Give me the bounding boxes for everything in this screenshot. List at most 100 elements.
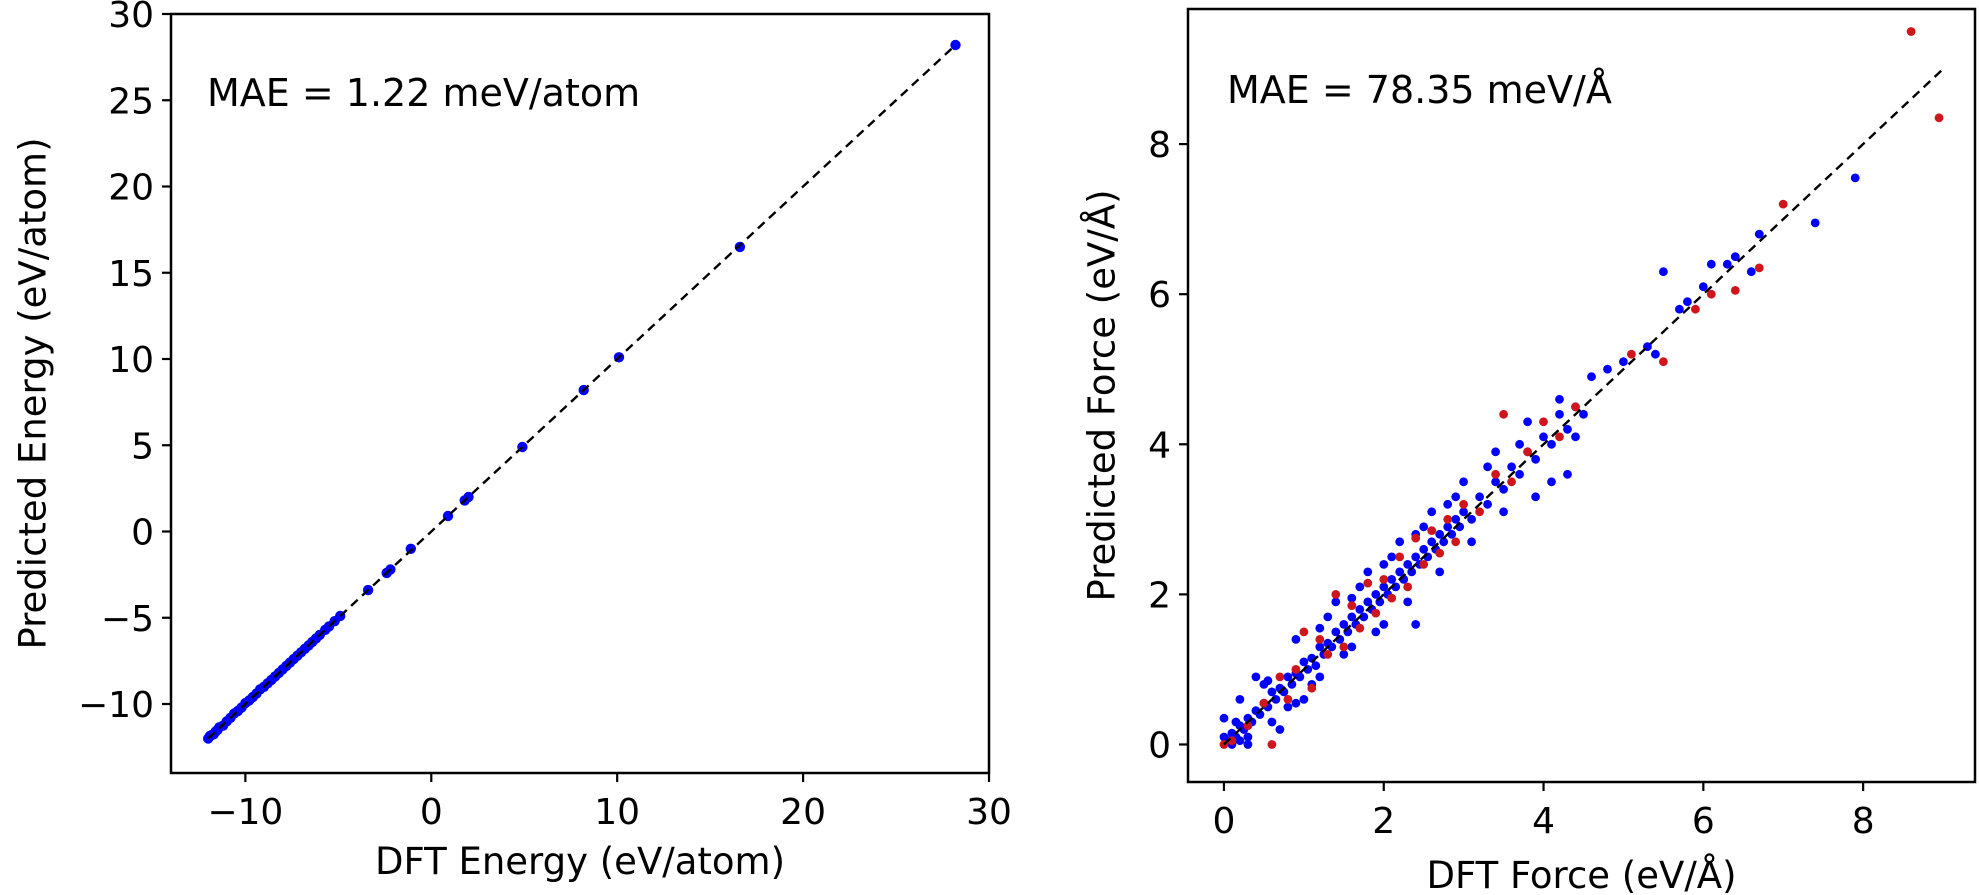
force-point-s1-27 — [1451, 537, 1461, 547]
energy-x-tick-label: 20 — [780, 792, 826, 833]
energy-y-tick-label: −10 — [78, 685, 154, 726]
force-point-s0-135 — [1411, 620, 1421, 629]
force-point-s0-65 — [1499, 484, 1508, 494]
force-point-s0-96 — [1315, 672, 1325, 682]
force-point-s1-35 — [1555, 432, 1564, 442]
force-point-s0-12 — [1267, 687, 1277, 697]
force-point-s0-122 — [1730, 252, 1740, 262]
force-y-tick-label: 6 — [1148, 275, 1171, 316]
force-point-s0-38 — [1371, 590, 1381, 599]
force-point-s0-112 — [1571, 432, 1580, 442]
force-point-s0-139 — [1347, 593, 1357, 603]
force-point-s0-101 — [1395, 537, 1405, 547]
force-point-s1-3 — [1259, 698, 1269, 708]
force-point-s0-81 — [1323, 612, 1333, 622]
force-scatter-points — [1219, 27, 1944, 749]
force-point-s0-137 — [1291, 698, 1301, 708]
force-point-s0-35 — [1359, 612, 1369, 622]
force-point-s0-86 — [1403, 597, 1413, 607]
force-point-s0-116 — [1659, 267, 1668, 277]
force-point-s1-8 — [1299, 627, 1309, 637]
force-y-tick-label: 8 — [1148, 125, 1171, 166]
force-point-s1-30 — [1491, 469, 1500, 479]
force-y-tick-label: 0 — [1148, 725, 1171, 766]
force-plot-frame — [1186, 7, 1977, 784]
force-point-s0-28 — [1331, 627, 1341, 637]
force-point-s1-20 — [1395, 552, 1405, 562]
force-point-s0-20 — [1299, 657, 1309, 667]
force-point-s0-61 — [1467, 514, 1476, 524]
force-point-s0-54 — [1435, 529, 1445, 539]
force-point-s0-30 — [1339, 620, 1349, 629]
energy-point-s0-49 — [950, 39, 961, 51]
force-point-s1-17 — [1371, 608, 1381, 618]
force-point-s0-48 — [1411, 552, 1421, 562]
force-point-s1-34 — [1539, 417, 1548, 427]
force-point-s0-132 — [1275, 725, 1285, 734]
force-point-s0-106 — [1555, 394, 1564, 404]
force-point-s0-60 — [1459, 507, 1468, 517]
force-point-s0-50 — [1419, 544, 1429, 554]
force-y-tick-label: 2 — [1148, 575, 1171, 616]
force-point-s0-62 — [1475, 492, 1484, 502]
force-point-s0-63 — [1483, 499, 1492, 509]
force-point-s1-25 — [1435, 548, 1445, 558]
force-point-s1-21 — [1403, 582, 1413, 592]
force-point-s0-129 — [1219, 732, 1229, 742]
force-point-s0-47 — [1407, 567, 1417, 577]
energy-y-tick-label: 30 — [108, 0, 154, 36]
force-x-tick-label: 2 — [1372, 801, 1395, 842]
force-point-s0-36 — [1363, 597, 1373, 607]
force-point-s0-55 — [1439, 537, 1449, 547]
force-point-s1-40 — [1706, 289, 1716, 299]
force-parity-panel: 0 2 4 6 8 0 2 4 6 8 MAE = 78.35 meV/Å DFT Force … — [1080, 7, 1977, 895]
force-point-s0-136 — [1263, 676, 1273, 686]
force-point-s0-57 — [1447, 529, 1457, 539]
force-point-s0-70 — [1539, 432, 1548, 442]
force-point-s0-125 — [1810, 218, 1820, 228]
energy-y-tick-label: 5 — [131, 426, 154, 467]
force-point-s1-12 — [1331, 590, 1341, 599]
force-point-s0-24 — [1315, 642, 1325, 652]
force-point-s0-90 — [1467, 537, 1476, 547]
energy-x-axis-label: DFT Energy (eV/atom) — [375, 840, 785, 883]
force-point-s0-16 — [1283, 672, 1293, 682]
force-point-s0-108 — [1603, 364, 1612, 374]
force-point-s0-83 — [1355, 582, 1365, 592]
force-y-axis-label: Predicted Force (eV/Å) — [1080, 189, 1124, 601]
force-point-s0-89 — [1451, 492, 1461, 502]
force-point-s1-18 — [1379, 575, 1389, 584]
force-point-s0-115 — [1651, 349, 1660, 359]
force-point-s0-97 — [1283, 702, 1293, 712]
force-point-s1-32 — [1507, 477, 1516, 487]
force-point-s0-107 — [1587, 372, 1596, 382]
force-x-tick-label: 6 — [1692, 801, 1715, 842]
energy-reference-line — [207, 44, 957, 740]
force-point-s0-56 — [1443, 522, 1453, 532]
force-point-s0-76 — [1235, 695, 1245, 704]
force-point-s0-91 — [1483, 462, 1492, 472]
force-x-tick-label: 4 — [1532, 801, 1555, 842]
force-point-s0-87 — [1419, 522, 1429, 532]
energy-x-tick-label: 30 — [966, 792, 1012, 833]
force-point-s0-75 — [1579, 409, 1588, 419]
force-point-s0-19 — [1295, 672, 1305, 682]
force-point-s1-11 — [1323, 650, 1333, 659]
force-point-s1-13 — [1339, 642, 1349, 652]
force-point-s0-44 — [1395, 567, 1405, 577]
force-point-s1-7 — [1291, 665, 1301, 674]
force-point-s1-45 — [1934, 113, 1944, 123]
force-point-s0-92 — [1499, 507, 1508, 517]
force-point-s0-67 — [1515, 469, 1524, 479]
force-point-s0-40 — [1379, 582, 1389, 592]
force-point-s0-78 — [1267, 717, 1277, 727]
energy-x-tick-label: −10 — [207, 792, 283, 833]
force-point-s0-73 — [1563, 424, 1572, 434]
force-point-s0-103 — [1459, 477, 1468, 487]
force-x-tick-label: 8 — [1852, 801, 1875, 842]
force-point-s0-133 — [1299, 695, 1309, 704]
force-point-s1-10 — [1315, 635, 1325, 644]
force-point-s1-28 — [1459, 499, 1468, 509]
force-point-s1-43 — [1778, 199, 1788, 209]
energy-mae-annotation: MAE = 1.22 meV/atom — [207, 71, 640, 115]
